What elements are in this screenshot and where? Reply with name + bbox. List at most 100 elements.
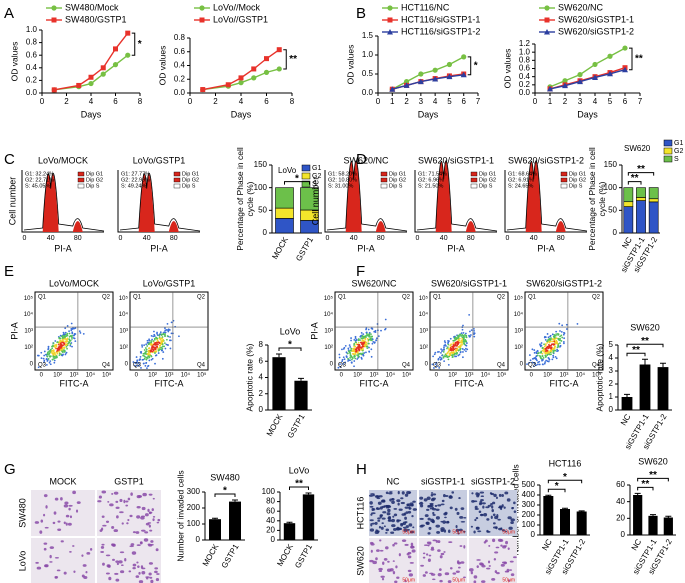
event-dot (338, 353, 341, 356)
legend-label: G2 (674, 148, 683, 155)
event-dot (53, 357, 56, 360)
x-tick-label: 10² (53, 373, 62, 379)
panel-letter: B (356, 5, 366, 22)
phase-stat: G2: 6.91% (508, 177, 534, 183)
image-row-label: LoVo (17, 551, 27, 572)
legend-label: SW620/NC (558, 2, 604, 12)
quadrant-label: Q2 (592, 295, 601, 301)
event-dot (149, 353, 151, 356)
y-tick-label: 2 (259, 389, 264, 398)
event-dot (71, 328, 74, 330)
y-tick-label: 0 (30, 361, 34, 367)
cell (431, 507, 437, 511)
event-dot (461, 328, 464, 331)
legend-swatch (560, 171, 568, 177)
event-dot (357, 343, 359, 346)
significance-bracket (637, 486, 654, 491)
x-tick-label: 0 (188, 97, 193, 106)
event-dot (56, 341, 59, 343)
event-dot (543, 362, 546, 365)
scale-bar-label: 50μm (502, 529, 515, 535)
event-dot (365, 327, 368, 330)
significance-bracket (627, 181, 642, 185)
cell (449, 567, 453, 570)
event-dot (462, 356, 464, 359)
cell (376, 549, 380, 552)
event-dot (555, 339, 558, 342)
cell (440, 552, 445, 556)
cell (64, 501, 69, 505)
cell (458, 566, 461, 569)
cell (437, 572, 442, 577)
cell (410, 545, 415, 549)
legend-label: G1 (312, 165, 321, 172)
event-dot (544, 338, 547, 341)
event-dot (559, 330, 561, 332)
event-dot (433, 353, 436, 356)
event-dot (469, 334, 472, 336)
event-dot (136, 361, 138, 364)
event-dot (366, 332, 368, 335)
event-dot (362, 335, 365, 338)
event-dot (559, 342, 561, 345)
cell (456, 511, 460, 516)
cell (388, 515, 392, 519)
cell (432, 514, 436, 516)
event-dot (150, 341, 153, 344)
cell (426, 496, 431, 500)
event-dot (431, 363, 434, 366)
event-dot (442, 349, 445, 351)
event-dot (62, 333, 65, 336)
cell (140, 515, 146, 518)
x-tick-label: GSTP1 (220, 542, 241, 570)
cell (75, 509, 79, 513)
cell (445, 521, 450, 524)
cell (429, 572, 434, 575)
cell (115, 560, 120, 563)
cell (150, 540, 154, 543)
cell (447, 529, 451, 534)
legend-swatch (301, 164, 311, 172)
x-tick-label: 10⁴ (481, 372, 491, 379)
cell (149, 576, 153, 579)
panel-letter: C (4, 151, 15, 168)
cell (148, 562, 154, 565)
event-dot (563, 332, 566, 335)
legend-swatch (173, 183, 181, 189)
event-dot (161, 336, 164, 338)
event-dot (473, 332, 476, 335)
cell (124, 558, 127, 562)
cell (457, 561, 461, 565)
event-dot (47, 348, 50, 351)
event-dot (555, 333, 558, 336)
event-dot (543, 343, 545, 346)
y-tick-label: 1.0 (26, 25, 38, 34)
event-dot (46, 355, 49, 358)
cell (149, 529, 153, 532)
cell (141, 570, 146, 575)
x-tick-label: 4 (89, 97, 94, 106)
event-dot (136, 359, 139, 362)
event-dot (66, 332, 69, 335)
significance-bracket (626, 352, 646, 357)
event-dot (556, 341, 558, 344)
y-tick-label: 4 (609, 353, 614, 362)
y-tick-label: 10² (24, 345, 33, 351)
cell (136, 506, 141, 509)
g1-peak (525, 161, 542, 232)
event-dot (542, 357, 545, 359)
event-dot (158, 348, 161, 350)
bar (294, 380, 308, 410)
cell (49, 561, 53, 563)
cell (439, 579, 443, 583)
cell (442, 520, 446, 524)
event-dot (159, 331, 162, 334)
event-dot (353, 339, 356, 341)
cell (135, 531, 140, 534)
x-tick-label: 10² (448, 373, 457, 379)
cell (391, 518, 396, 523)
event-dot (139, 355, 142, 358)
event-dot (453, 353, 456, 356)
y-tick-label: 100 (187, 519, 201, 528)
cell (147, 543, 151, 546)
